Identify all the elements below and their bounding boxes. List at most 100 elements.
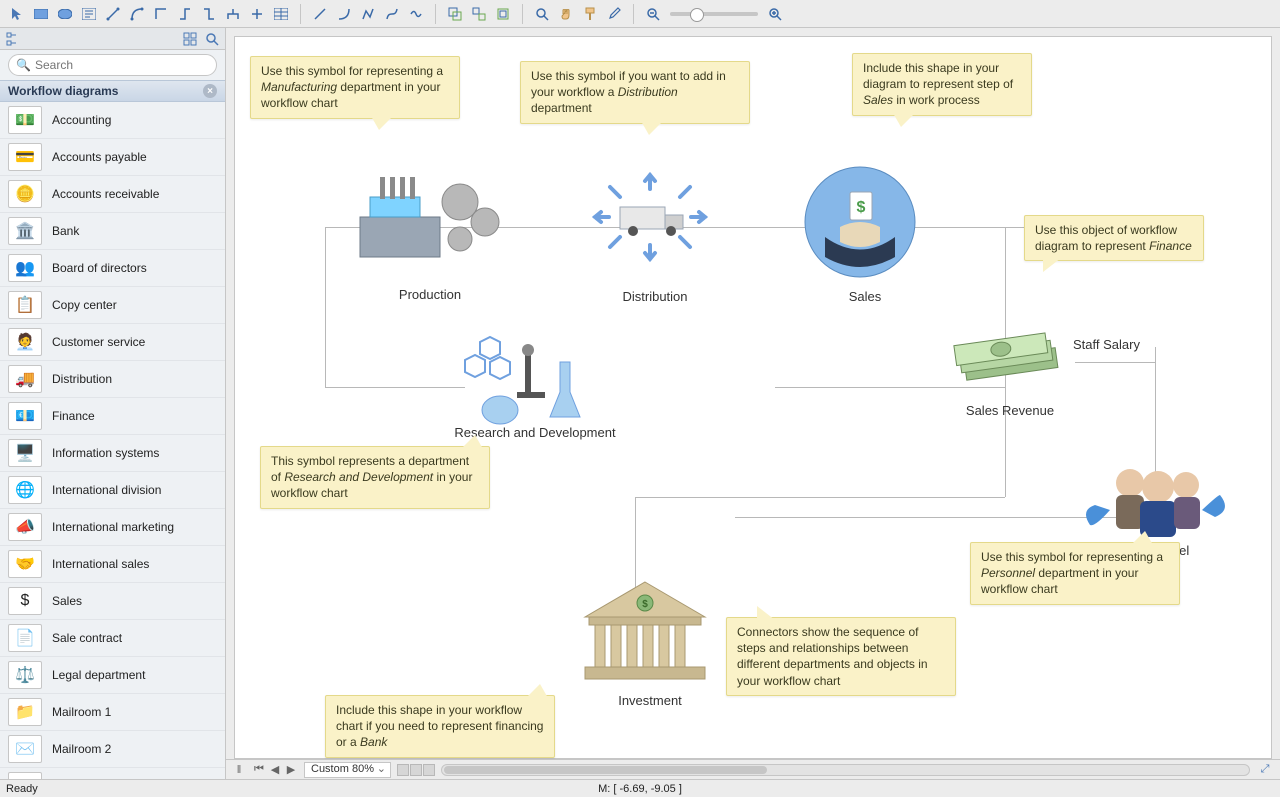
- connector-ortho2-tool[interactable]: [174, 3, 196, 25]
- shape-item[interactable]: 🪙Accounts receivable: [0, 176, 225, 213]
- shape-item[interactable]: 🖥️Information systems: [0, 435, 225, 472]
- callout-c_pers[interactable]: Use this symbol for representing a Perso…: [970, 542, 1180, 605]
- search-toggle-icon[interactable]: [203, 30, 221, 48]
- canvas-area: Production: [226, 28, 1280, 779]
- rect-tool[interactable]: [30, 3, 52, 25]
- eyedropper-tool[interactable]: [603, 3, 625, 25]
- shape-search-input[interactable]: [8, 54, 217, 76]
- zoom-in-button[interactable]: [764, 3, 786, 25]
- connector-tree-tool[interactable]: [222, 3, 244, 25]
- node-distribution-icon[interactable]: [575, 167, 725, 267]
- shape-item[interactable]: 💳 Accounts payable: [0, 139, 225, 176]
- line-tool[interactable]: [309, 3, 331, 25]
- shape-item[interactable]: 📋Copy center: [0, 287, 225, 324]
- shapes-panel: 🔍 Workflow diagrams × 💵Accounting💳Accoun…: [0, 28, 226, 779]
- page-next-icon[interactable]: ▶: [284, 763, 298, 777]
- grid-view-icon[interactable]: [181, 30, 199, 48]
- node-sales-icon[interactable]: $: [795, 162, 925, 282]
- shape-item[interactable]: 🚚Distribution: [0, 361, 225, 398]
- shape-item[interactable]: 📄Sale contract: [0, 620, 225, 657]
- callout-c_conn[interactable]: Connectors show the sequence of steps an…: [726, 617, 956, 696]
- shape-thumb-icon: 💵: [8, 106, 42, 134]
- horizontal-scrollbar[interactable]: [441, 764, 1250, 776]
- callout-c_sales[interactable]: Include this shape in your diagram to re…: [852, 53, 1032, 116]
- shape-item[interactable]: ⚖️Legal department: [0, 657, 225, 694]
- tree-view-icon[interactable]: [4, 30, 22, 48]
- text-tool[interactable]: [78, 3, 100, 25]
- connector: [635, 497, 636, 587]
- page-thumb[interactable]: [397, 764, 409, 776]
- shape-item[interactable]: 🤝International sales: [0, 546, 225, 583]
- callout-c_dist[interactable]: Use this symbol if you want to add in yo…: [520, 61, 750, 124]
- svg-text:$: $: [857, 199, 866, 216]
- shape-item-label: Board of directors: [52, 261, 147, 275]
- page-first-icon[interactable]: ⏮: [252, 763, 266, 777]
- ellipse-tool[interactable]: [54, 3, 76, 25]
- pointer-tool[interactable]: [6, 3, 28, 25]
- shape-item-label: Bank: [52, 224, 79, 238]
- arc-tool[interactable]: [333, 3, 355, 25]
- shape-item-label: Accounting: [52, 113, 111, 127]
- shape-item[interactable]: 💻Online booking: [0, 768, 225, 779]
- callout-c_prod[interactable]: Use this symbol for representing a Manuf…: [250, 56, 460, 119]
- shape-thumb-icon: 🚚: [8, 365, 42, 393]
- connector-ortho1-tool[interactable]: [150, 3, 172, 25]
- connector-curve-tool[interactable]: [126, 3, 148, 25]
- callout-c_rnd[interactable]: This symbol represents a department of R…: [260, 446, 490, 509]
- zoom-tool[interactable]: [531, 3, 553, 25]
- page-thumb[interactable]: [410, 764, 422, 776]
- shape-item[interactable]: 🌐International division: [0, 472, 225, 509]
- close-section-icon[interactable]: ×: [203, 84, 217, 98]
- callout-c_fin[interactable]: Use this object of workflow diagram to r…: [1024, 215, 1204, 261]
- connector-branch-tool[interactable]: [246, 3, 268, 25]
- node-production-icon[interactable]: [350, 167, 510, 267]
- section-header[interactable]: Workflow diagrams ×: [0, 80, 225, 102]
- shape-item-label: Legal department: [52, 668, 145, 682]
- shape-item[interactable]: 🧑‍💼Customer service: [0, 324, 225, 361]
- polyline-tool[interactable]: [357, 3, 379, 25]
- shape-item[interactable]: 👥Board of directors: [0, 250, 225, 287]
- spline-tool[interactable]: [405, 3, 427, 25]
- hand-tool[interactable]: [555, 3, 577, 25]
- ruler-toggle-icon[interactable]: ‖: [232, 763, 246, 777]
- connector: [325, 387, 465, 388]
- page-thumb[interactable]: [423, 764, 435, 776]
- connector-line-tool[interactable]: [102, 3, 124, 25]
- shape-item[interactable]: 💵 Accounting: [0, 102, 225, 139]
- shape-item[interactable]: 🏛️Bank: [0, 213, 225, 250]
- shape-item[interactable]: ✉️Mailroom 2: [0, 731, 225, 768]
- shape-thumb-icon: 🌐: [8, 476, 42, 504]
- node-investment-icon[interactable]: $: [575, 577, 715, 687]
- shape-thumb-icon: 🤝: [8, 550, 42, 578]
- shape-item[interactable]: 📁Mailroom 1: [0, 694, 225, 731]
- ungroup-tool[interactable]: [468, 3, 490, 25]
- node-revenue-icon[interactable]: [950, 322, 1070, 392]
- drawing-canvas[interactable]: Production: [234, 36, 1272, 759]
- node-personnel-icon[interactable]: [1080, 455, 1230, 545]
- shape-item[interactable]: $Sales: [0, 583, 225, 620]
- top-toolbar: [0, 0, 1280, 28]
- callout-c_bank[interactable]: Include this shape in your workflow char…: [325, 695, 555, 758]
- zoom-level-select[interactable]: Custom 80%: [304, 762, 391, 778]
- format-painter-tool[interactable]: [579, 3, 601, 25]
- zoom-out-button[interactable]: [642, 3, 664, 25]
- node-rnd-icon[interactable]: [455, 332, 595, 432]
- shape-thumb-icon: 💳: [8, 143, 42, 171]
- bezier-tool[interactable]: [381, 3, 403, 25]
- lock-tool[interactable]: [492, 3, 514, 25]
- shape-item[interactable]: 📣International marketing: [0, 509, 225, 546]
- svg-text:$: $: [642, 599, 648, 610]
- shape-thumb-icon: 📣: [8, 513, 42, 541]
- shape-item-label: Accounts payable: [52, 150, 147, 164]
- shape-item-label: Customer service: [52, 335, 145, 349]
- table-tool[interactable]: [270, 3, 292, 25]
- resize-corner-icon[interactable]: ⤢: [1256, 762, 1274, 778]
- connector-ortho3-tool[interactable]: [198, 3, 220, 25]
- page-prev-icon[interactable]: ◀: [268, 763, 282, 777]
- connector: [735, 517, 736, 518]
- shape-item[interactable]: 💶Finance: [0, 398, 225, 435]
- shape-list: 💵 Accounting 💳 Accounts payable 🪙Accounts re…: [0, 102, 225, 779]
- group-tool[interactable]: [444, 3, 466, 25]
- page-nav: ⏮ ◀ ▶: [252, 763, 298, 777]
- zoom-slider[interactable]: [670, 12, 758, 16]
